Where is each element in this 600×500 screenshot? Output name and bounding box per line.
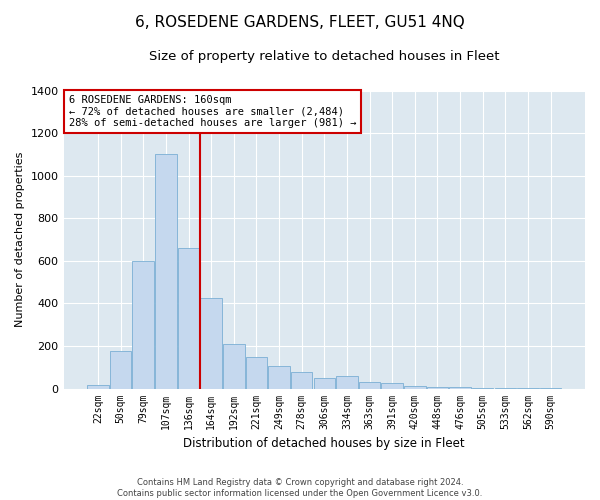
Bar <box>178 248 199 388</box>
Bar <box>87 386 109 388</box>
Bar <box>404 386 425 388</box>
Bar <box>223 344 245 389</box>
Bar <box>268 366 290 388</box>
Bar <box>382 383 403 388</box>
Bar <box>314 378 335 388</box>
Text: Contains HM Land Registry data © Crown copyright and database right 2024.
Contai: Contains HM Land Registry data © Crown c… <box>118 478 482 498</box>
Bar <box>359 382 380 388</box>
Bar <box>291 372 313 388</box>
Bar <box>155 154 176 388</box>
Bar <box>200 298 222 388</box>
Text: 6, ROSEDENE GARDENS, FLEET, GU51 4NQ: 6, ROSEDENE GARDENS, FLEET, GU51 4NQ <box>135 15 465 30</box>
Bar <box>427 387 448 388</box>
Bar <box>336 376 358 388</box>
Text: 6 ROSEDENE GARDENS: 160sqm
← 72% of detached houses are smaller (2,484)
28% of s: 6 ROSEDENE GARDENS: 160sqm ← 72% of deta… <box>69 95 356 128</box>
X-axis label: Distribution of detached houses by size in Fleet: Distribution of detached houses by size … <box>184 437 465 450</box>
Bar <box>245 356 267 388</box>
Bar <box>133 261 154 388</box>
Title: Size of property relative to detached houses in Fleet: Size of property relative to detached ho… <box>149 50 500 63</box>
Bar <box>110 352 131 389</box>
Y-axis label: Number of detached properties: Number of detached properties <box>15 152 25 327</box>
